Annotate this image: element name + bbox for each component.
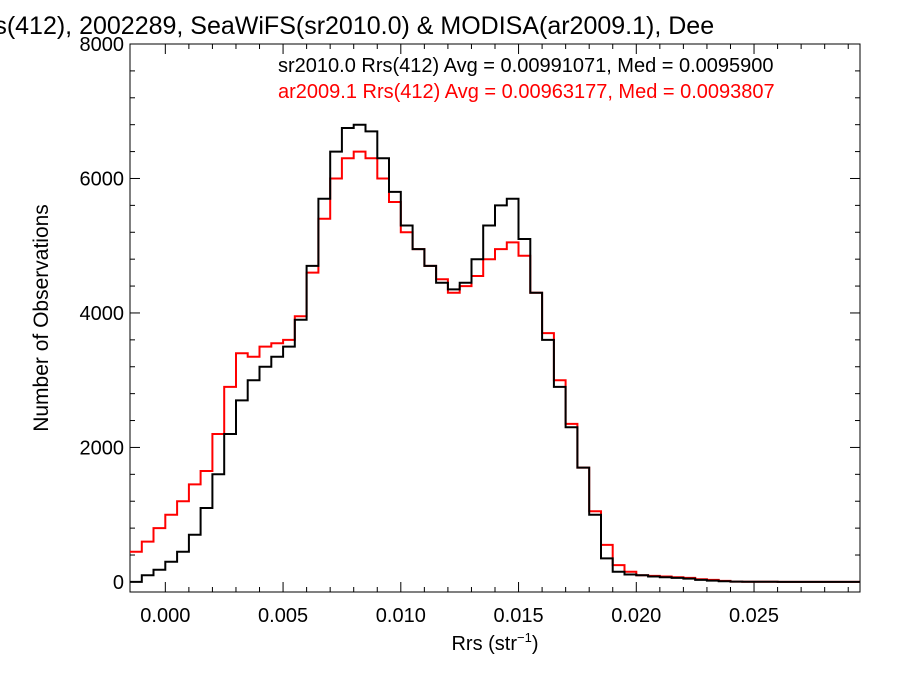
x-tick-label: 0.015 — [494, 605, 544, 627]
y-axis-label: Number of Observations — [30, 204, 53, 432]
x-axis-label: Rrs (str−1) — [451, 630, 538, 655]
y-tick-label: 0 — [113, 572, 124, 594]
x-tick-label: 0.010 — [376, 605, 426, 627]
x-axis-label-sup: −1 — [517, 630, 532, 645]
x-tick-label: 0.000 — [140, 605, 190, 627]
legend-entry-sr2010: sr2010.0 Rrs(412) Avg = 0.00991071, Med … — [278, 55, 774, 77]
series-line-sr2010 — [130, 123, 860, 583]
x-tick-label: 0.020 — [611, 605, 661, 627]
x-tick-label: 0.005 — [258, 605, 308, 627]
axis-ticks: 0.000 0.005 0.010 0.015 0.020 0.025 0 2000 4000 6… — [80, 34, 860, 627]
y-tick-label: 8000 — [80, 34, 125, 56]
legend-entry-ar2009: ar2009.1 Rrs(412) Avg = 0.00963177, Med … — [278, 81, 775, 103]
x-tick-label: 0.025 — [729, 605, 779, 627]
plot-series — [130, 123, 860, 583]
y-tick-label: 6000 — [80, 168, 125, 190]
x-axis-label-end: ) — [532, 633, 539, 655]
chart-title: rs(412), 2002289, SeaWiFS(sr2010.0) & MO… — [0, 12, 714, 40]
x-axis-label-main: Rrs (str — [451, 633, 517, 655]
plot-frame — [129, 43, 861, 593]
y-tick-label: 2000 — [80, 437, 125, 459]
y-tick-label: 4000 — [80, 303, 125, 325]
